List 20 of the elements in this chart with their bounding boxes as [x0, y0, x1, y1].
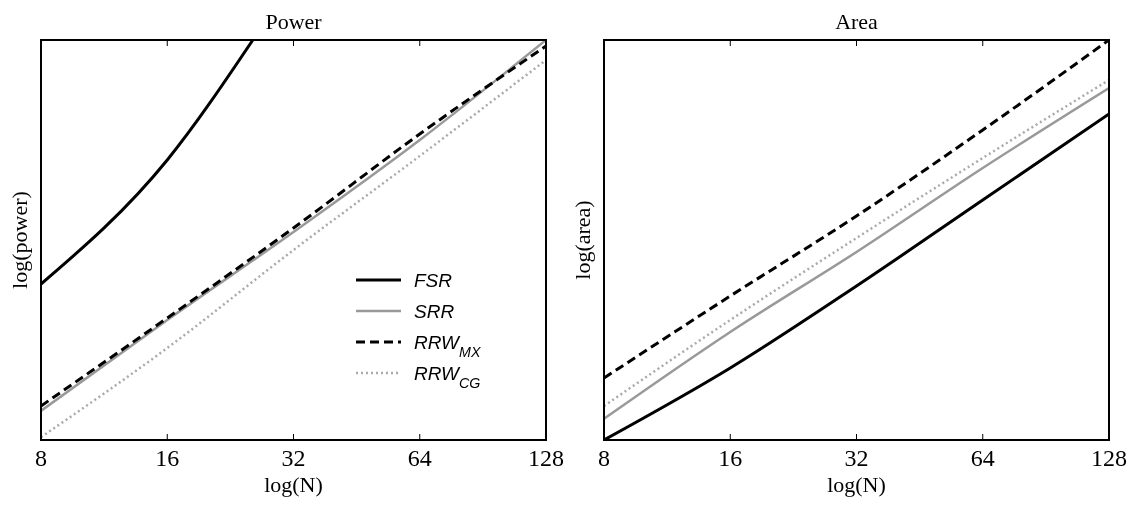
legend-label: SRR: [414, 301, 455, 322]
x-tick-label: 8: [598, 445, 610, 471]
chart-title: Power: [265, 9, 323, 34]
legend-label: FSR: [414, 270, 453, 291]
legend-label: RRW$_{MX}$: [414, 332, 481, 360]
x-tick-label: 128: [1091, 445, 1127, 471]
x-tick-label: 128: [528, 445, 564, 471]
x-axis-title: log(N): [827, 472, 886, 497]
x-tick-label: 32: [844, 445, 869, 471]
x-tick-label: 16: [155, 445, 180, 471]
x-tick-label: 64: [407, 445, 432, 471]
x-tick-label: 64: [970, 445, 995, 471]
x-tick-label: 32: [281, 445, 306, 471]
x-tick-label: 16: [718, 445, 743, 471]
chart-title: Area: [835, 9, 879, 34]
x-axis-title: log(N): [264, 472, 323, 497]
y-axis-title: log(power): [7, 191, 32, 289]
x-tick-label: 8: [35, 445, 47, 471]
y-axis-title: log(area): [570, 200, 595, 280]
legend-label: RRW$_{CG}$: [414, 363, 481, 391]
